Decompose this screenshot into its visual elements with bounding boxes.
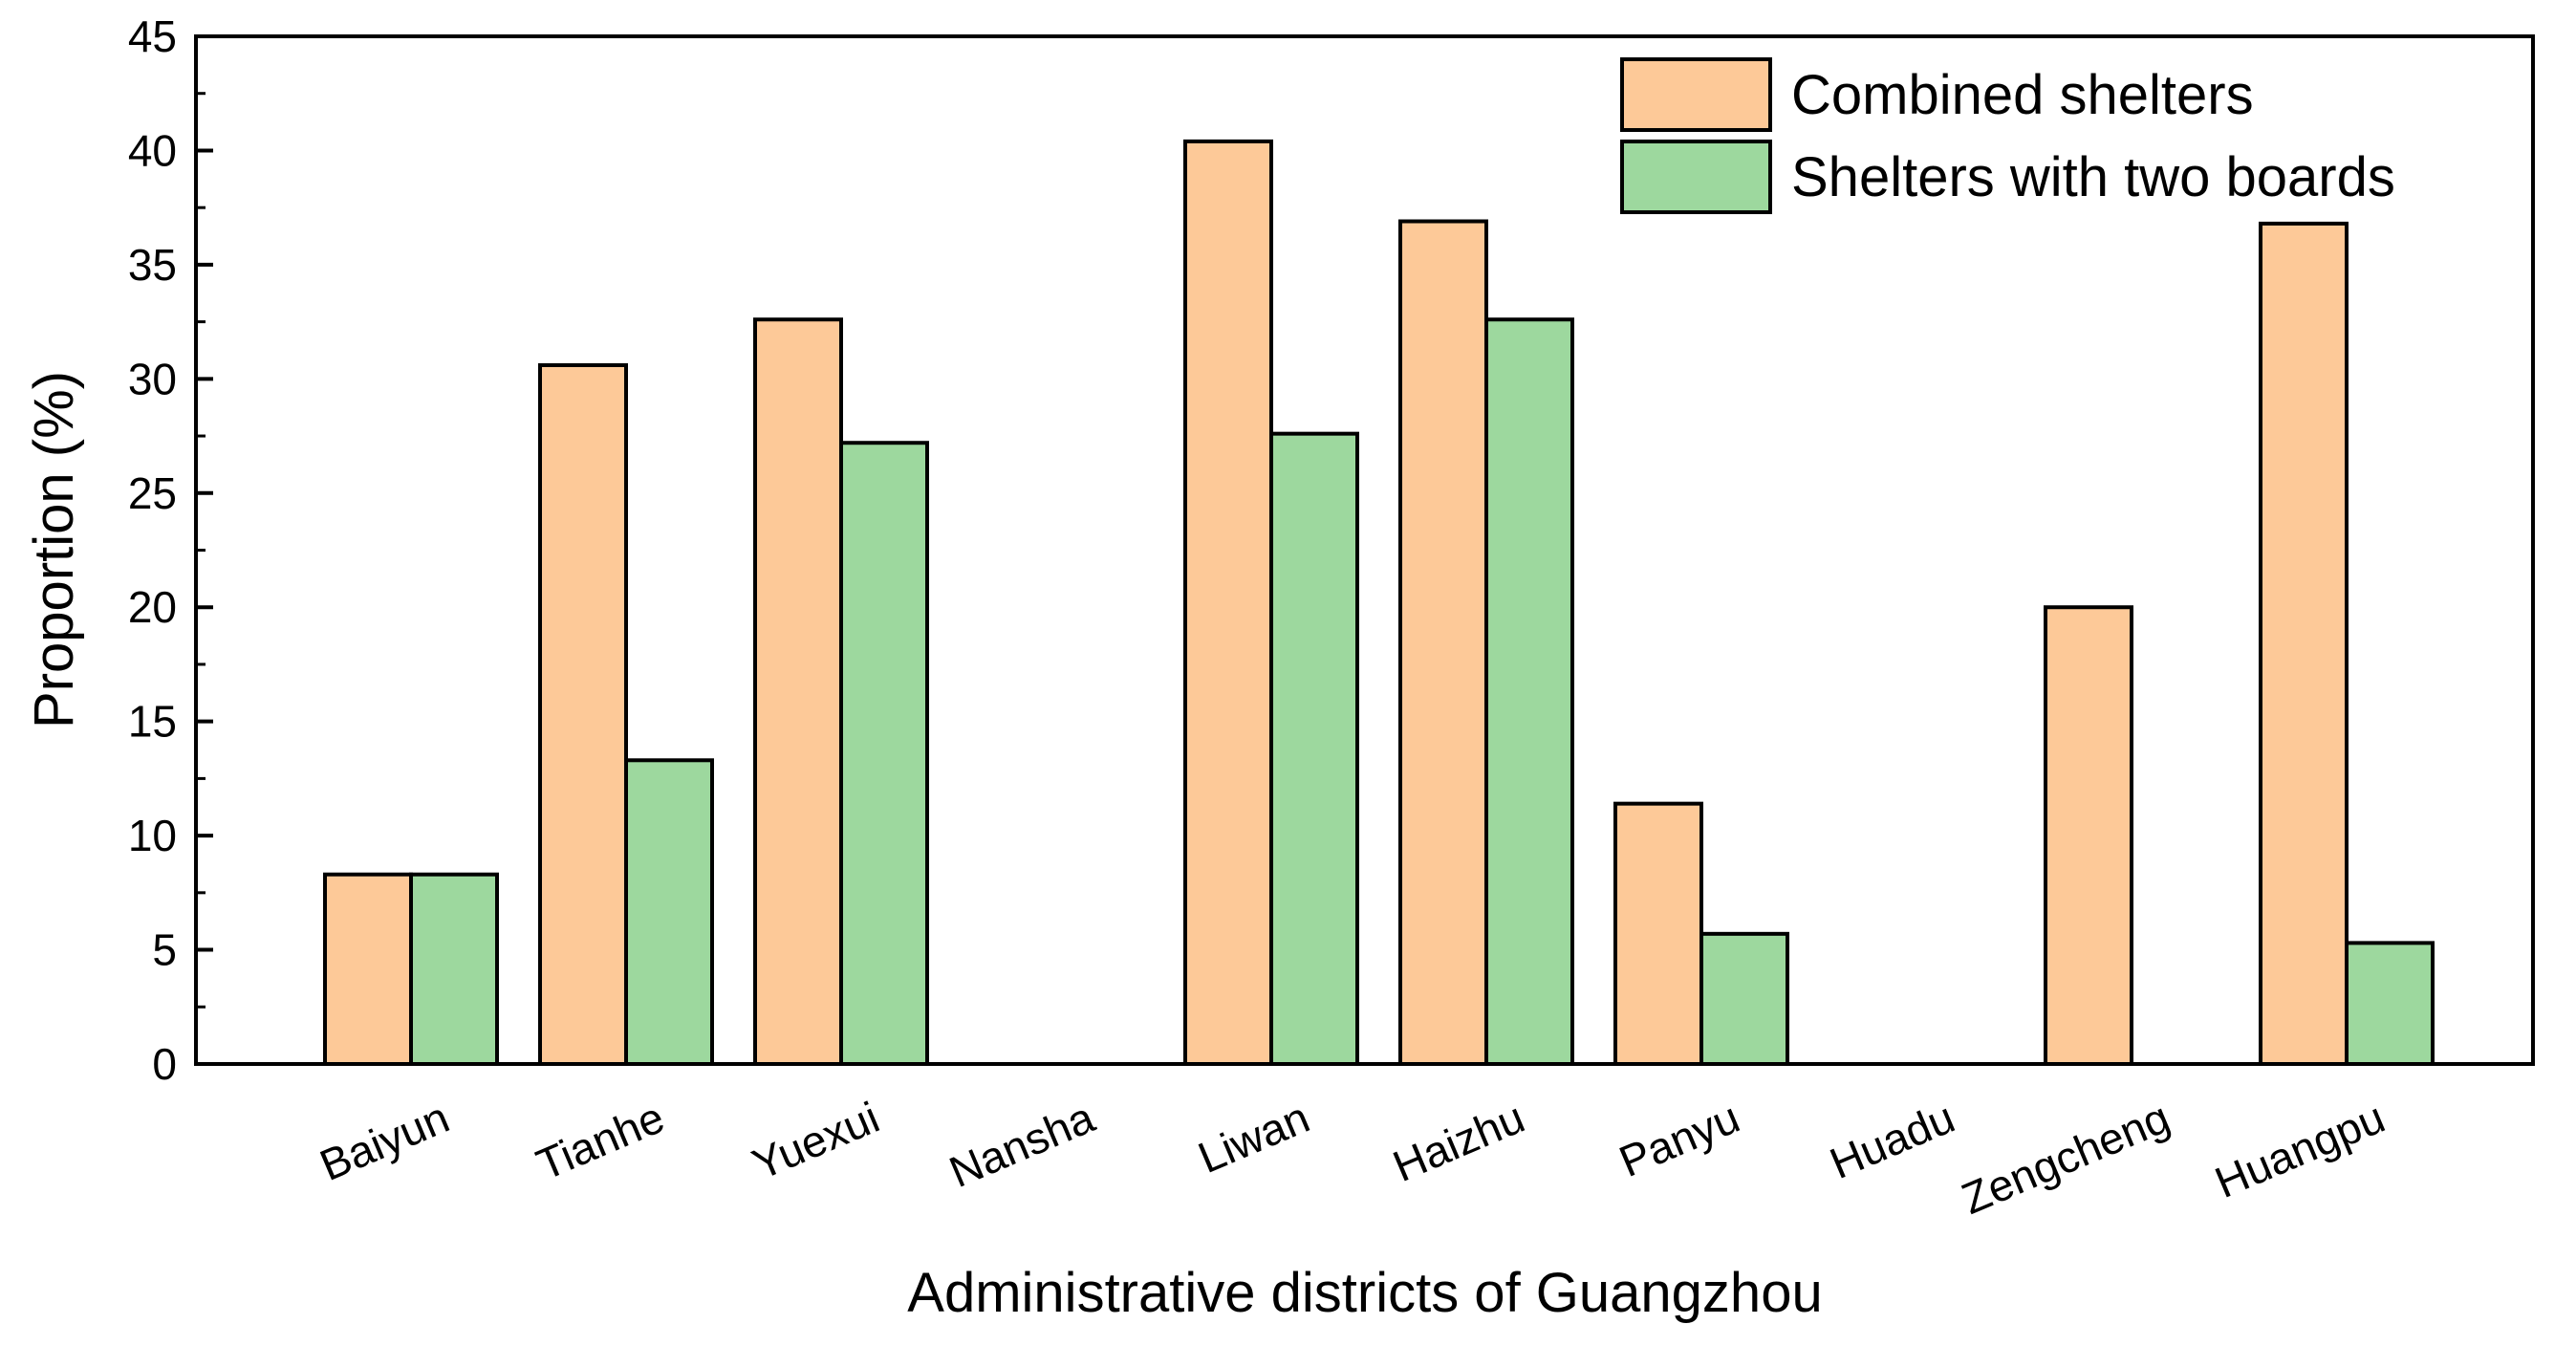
x-tick-label-yuexui: Yuexui	[746, 1092, 886, 1189]
bar-yuexui-series-2	[839, 441, 929, 1066]
legend-label-series-1: Combined shelters	[1791, 64, 2254, 126]
bar-liwan-series-2	[1269, 431, 1359, 1066]
y-tick-label: 35	[128, 240, 177, 290]
bars-layer	[323, 139, 2435, 1067]
legend: Combined shelters Shelters with two board…	[1620, 57, 2395, 214]
y-axis-title: Proportion (%)	[23, 371, 85, 728]
bar-huangpu-series-1	[2259, 221, 2349, 1066]
y-tick-label: 20	[128, 582, 177, 632]
legend-label-series-2: Shelters with two boards	[1791, 146, 2395, 208]
y-tick-label: 10	[128, 811, 177, 860]
y-tick-label: 0	[152, 1039, 177, 1089]
bar-zengcheng-series-1	[2044, 605, 2133, 1066]
bar-tianhe-series-1	[538, 363, 628, 1066]
bar-panyu-series-1	[1613, 801, 1703, 1067]
y-axis: 0 5 10 15 20 25 30 35 40 45	[128, 11, 213, 1089]
x-tick-label-panyu: Panyu	[1613, 1092, 1746, 1186]
legend-swatch-series-2	[1620, 140, 1772, 214]
x-tick-label-liwan: Liwan	[1191, 1092, 1316, 1183]
bar-baiyun-series-1	[323, 872, 413, 1066]
x-tick-label-zengcheng: Zengcheng	[1955, 1092, 2176, 1224]
x-axis-title: Administrative districts of Guangzhou	[907, 1262, 1822, 1324]
y-tick-label: 5	[152, 925, 177, 975]
x-tick-label-tianhe: Tianhe	[530, 1092, 671, 1189]
y-tick-label: 40	[128, 125, 177, 175]
bar-liwan-series-1	[1183, 139, 1273, 1066]
bar-yuexui-series-1	[753, 317, 843, 1066]
legend-swatch-series-1	[1620, 57, 1772, 132]
bar-baiyun-series-2	[409, 872, 499, 1066]
x-tick-label-huadu: Huadu	[1823, 1092, 1961, 1188]
x-tick-label-haizhu: Haizhu	[1386, 1092, 1531, 1191]
x-tick-label-baiyun: Baiyun	[313, 1092, 456, 1190]
bar-tianhe-series-2	[624, 758, 714, 1066]
y-tick-label: 15	[128, 697, 177, 747]
y-tick-label: 45	[128, 11, 177, 61]
x-tick-label-nansha: Nansha	[942, 1092, 1102, 1197]
bar-huangpu-series-2	[2345, 941, 2435, 1067]
bar-haizhu-series-1	[1398, 219, 1488, 1066]
x-axis: Baiyun Tianhe Yuexui Nansha Liwan Haizhu Panyu…	[313, 1092, 2392, 1224]
y-tick-label: 25	[128, 468, 177, 518]
bar-haizhu-series-2	[1484, 317, 1574, 1066]
y-tick-label: 30	[128, 354, 177, 403]
bar-panyu-series-2	[1699, 931, 1789, 1066]
x-tick-label-huangpu: Huangpu	[2208, 1092, 2392, 1207]
